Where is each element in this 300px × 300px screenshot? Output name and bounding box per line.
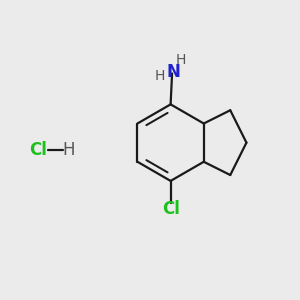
Text: Cl: Cl xyxy=(29,141,47,159)
Text: H: H xyxy=(155,69,166,83)
Text: H: H xyxy=(176,52,186,67)
Text: H: H xyxy=(62,141,75,159)
Text: N: N xyxy=(167,63,181,81)
Text: Cl: Cl xyxy=(162,200,179,218)
